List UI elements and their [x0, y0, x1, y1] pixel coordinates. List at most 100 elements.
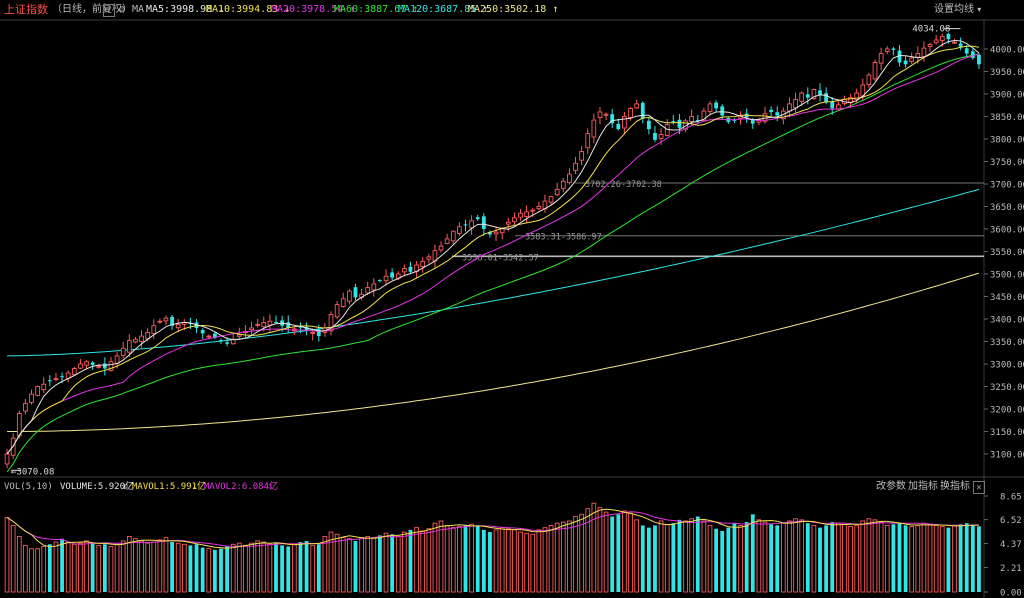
index-title[interactable]: 上证指数: [4, 3, 48, 16]
candle[interactable]: [236, 327, 242, 340]
candle[interactable]: [567, 168, 572, 185]
candle[interactable]: [47, 375, 52, 387]
candle[interactable]: [175, 318, 181, 333]
candle[interactable]: [96, 363, 102, 369]
candle[interactable]: [903, 55, 908, 68]
candle[interactable]: [707, 101, 713, 116]
candle[interactable]: [695, 115, 700, 124]
candle[interactable]: [432, 244, 438, 268]
candle[interactable]: [139, 330, 144, 348]
candle[interactable]: [909, 52, 915, 64]
candle[interactable]: [921, 41, 927, 62]
candle[interactable]: [524, 205, 529, 223]
candle[interactable]: [463, 219, 468, 232]
candle[interactable]: [610, 108, 615, 128]
candle[interactable]: [616, 118, 621, 131]
candle[interactable]: [664, 119, 670, 137]
candle[interactable]: [512, 212, 517, 227]
candle[interactable]: [780, 107, 786, 125]
candle[interactable]: [200, 328, 205, 339]
candle[interactable]: [646, 118, 651, 135]
candle[interactable]: [475, 214, 480, 221]
candle[interactable]: [493, 226, 499, 241]
candle[interactable]: [830, 96, 835, 115]
candle[interactable]: [120, 341, 126, 359]
candle[interactable]: [732, 117, 737, 124]
candle[interactable]: [677, 113, 682, 135]
candle[interactable]: [469, 215, 474, 236]
ma-settings-button[interactable]: 设置均线 ▾: [934, 4, 981, 16]
candle[interactable]: [977, 52, 981, 69]
candle[interactable]: [390, 268, 395, 281]
candle[interactable]: [958, 37, 963, 51]
candle[interactable]: [157, 318, 163, 324]
candle[interactable]: [304, 322, 309, 336]
candle[interactable]: [872, 59, 878, 81]
candle[interactable]: [102, 357, 107, 376]
candle[interactable]: [328, 311, 334, 336]
candle[interactable]: [35, 385, 40, 397]
candle[interactable]: [371, 278, 377, 297]
candle[interactable]: [970, 48, 975, 60]
candle[interactable]: [542, 194, 548, 213]
candle[interactable]: [884, 46, 890, 55]
candle[interactable]: [444, 233, 450, 245]
candle[interactable]: [964, 44, 969, 57]
candle[interactable]: [347, 289, 352, 305]
help-icon[interactable]: ?: [103, 4, 115, 17]
candle[interactable]: [560, 177, 566, 193]
candle[interactable]: [383, 269, 389, 286]
candle[interactable]: [585, 128, 591, 155]
candle[interactable]: [340, 292, 346, 308]
candle[interactable]: [16, 410, 22, 439]
candle[interactable]: [170, 314, 174, 330]
candle[interactable]: [891, 46, 896, 56]
candle[interactable]: [90, 361, 95, 370]
candle[interactable]: [603, 112, 609, 120]
candle[interactable]: [41, 377, 47, 394]
candle[interactable]: [353, 283, 358, 301]
candle[interactable]: [84, 360, 89, 370]
candle[interactable]: [653, 125, 657, 143]
candle[interactable]: [438, 241, 444, 253]
candle[interactable]: [548, 195, 554, 206]
candle[interactable]: [78, 358, 83, 370]
candle[interactable]: [518, 208, 523, 221]
candle[interactable]: [206, 334, 212, 339]
candle[interactable]: [291, 327, 297, 336]
candle[interactable]: [811, 88, 817, 101]
candle[interactable]: [219, 338, 223, 344]
candle[interactable]: [450, 230, 456, 246]
candle[interactable]: [402, 264, 407, 277]
candle[interactable]: [408, 261, 413, 274]
candle[interactable]: [738, 111, 743, 125]
candle[interactable]: [878, 47, 884, 71]
candle[interactable]: [634, 99, 639, 110]
candle[interactable]: [53, 372, 59, 382]
candle[interactable]: [866, 72, 872, 89]
candle[interactable]: [29, 389, 34, 405]
candle[interactable]: [71, 366, 77, 376]
switch-indicator-button[interactable]: 换指标: [940, 481, 970, 492]
candle[interactable]: [420, 256, 426, 273]
candle[interactable]: [579, 146, 584, 166]
candle[interactable]: [365, 281, 371, 296]
candle[interactable]: [457, 222, 462, 237]
candle[interactable]: [414, 261, 419, 278]
candle[interactable]: [378, 279, 382, 283]
candle[interactable]: [714, 100, 719, 113]
candle[interactable]: [298, 322, 303, 334]
candle[interactable]: [842, 95, 847, 106]
candle[interactable]: [426, 253, 432, 264]
candle[interactable]: [4, 449, 10, 469]
candle[interactable]: [249, 321, 254, 336]
gear-icon[interactable]: ⚙: [119, 4, 126, 15]
candle[interactable]: [640, 101, 645, 124]
candle[interactable]: [591, 113, 597, 144]
candle[interactable]: [230, 332, 236, 345]
candle[interactable]: [622, 111, 627, 134]
candle[interactable]: [536, 202, 542, 211]
candle[interactable]: [126, 334, 132, 357]
close-icon[interactable]: ×: [973, 481, 985, 494]
